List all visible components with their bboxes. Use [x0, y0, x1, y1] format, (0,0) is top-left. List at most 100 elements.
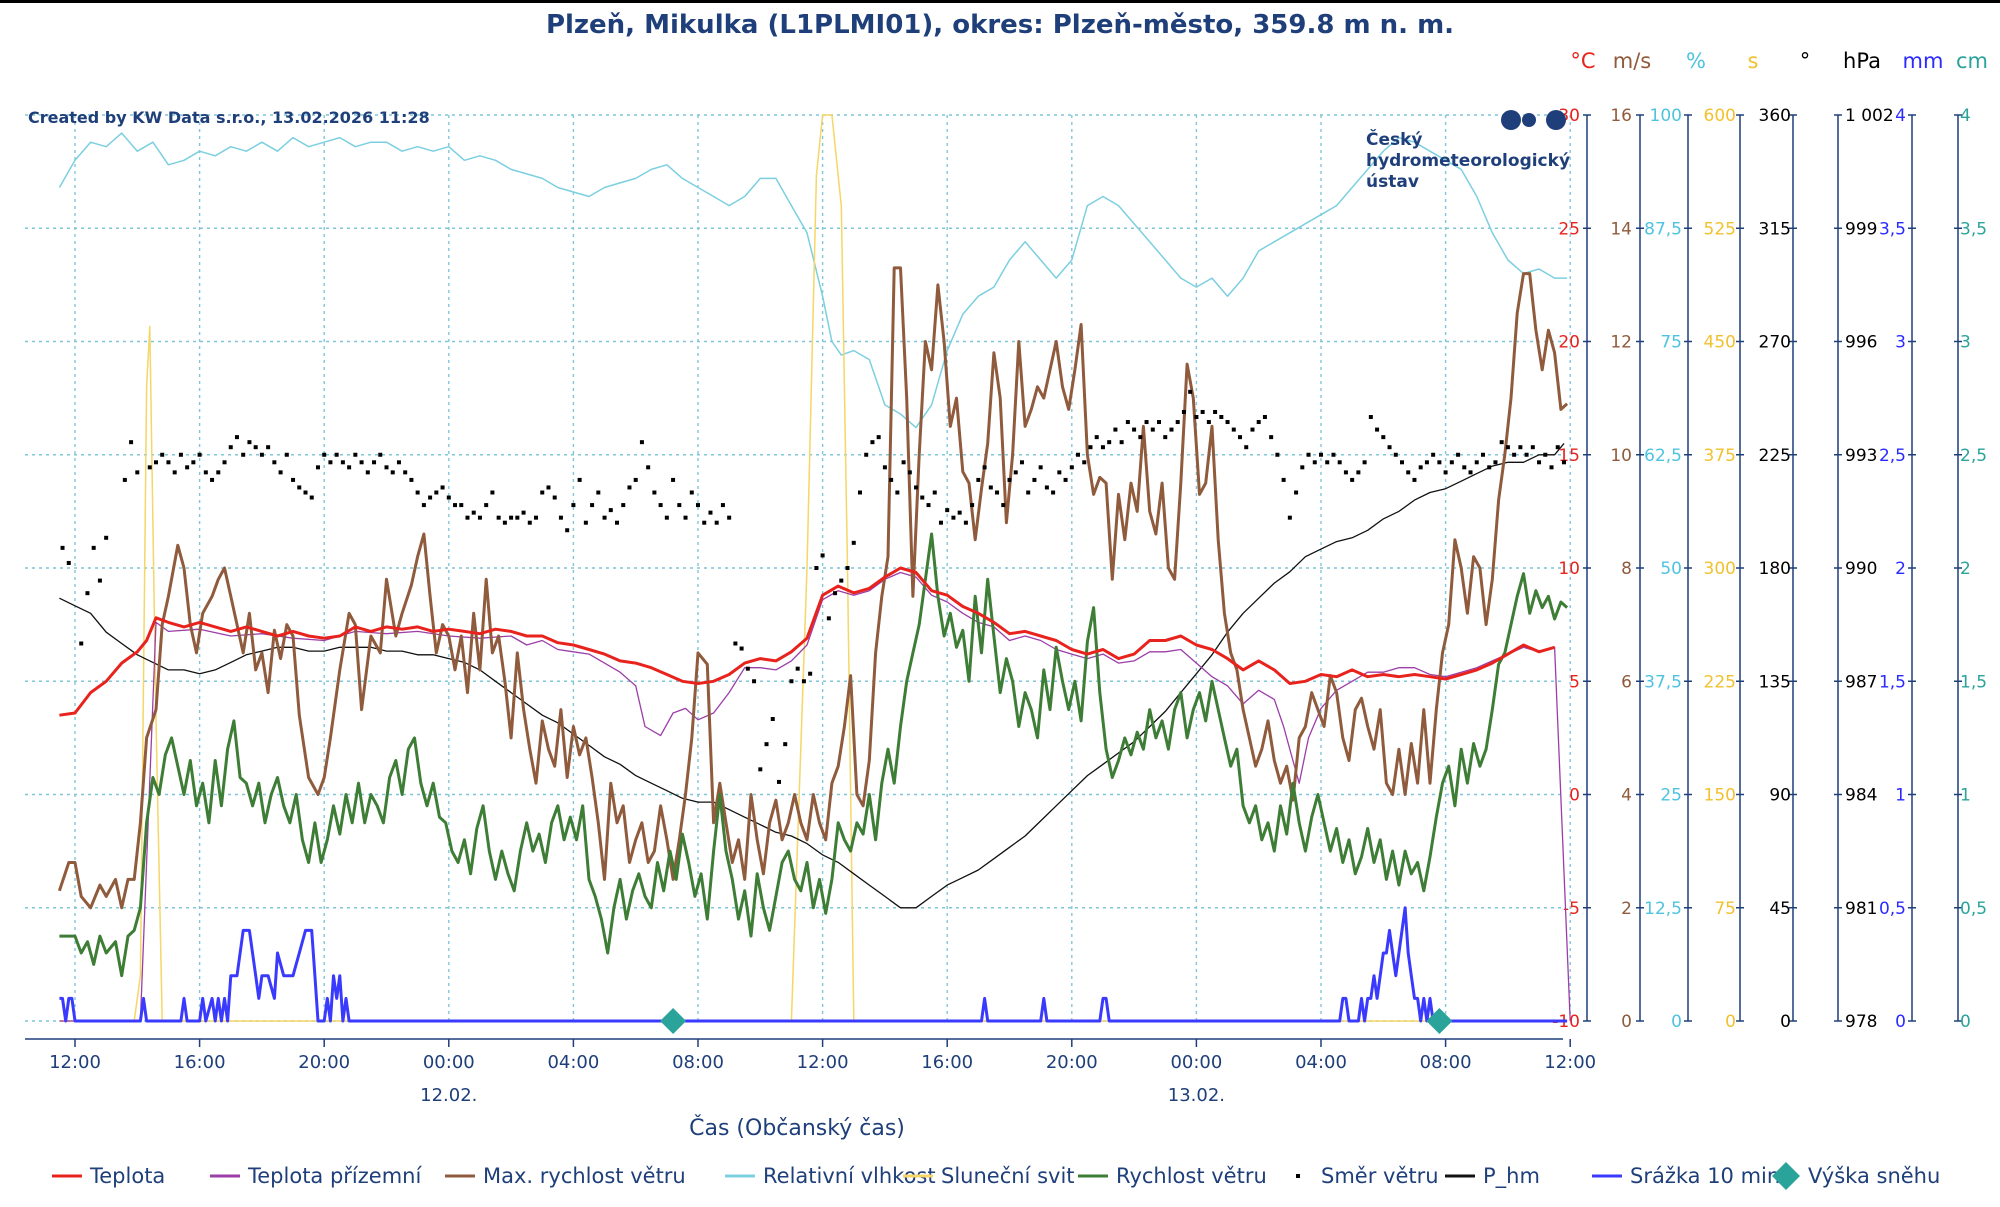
y-tick-label-prec: 1: [1895, 786, 1906, 806]
wind-direction-point: [1256, 420, 1261, 425]
y-tick-label-temp: 0: [1569, 786, 1580, 806]
wind-direction-point: [720, 503, 725, 508]
wind-direction-point: [403, 470, 408, 475]
wind-direction-point: [907, 470, 912, 475]
wind-direction-point: [172, 470, 177, 475]
unit-label-sun: s: [1748, 49, 1759, 73]
y-tick-label-temp: 25: [1558, 219, 1580, 239]
wind-direction-point: [1518, 445, 1523, 450]
wind-direction-point: [1443, 470, 1448, 475]
wind-direction-point: [266, 445, 271, 450]
wind-direction-point: [421, 503, 426, 508]
wind-direction-point: [1113, 427, 1118, 432]
wind-direction-point: [396, 460, 401, 465]
wind-direction-point: [197, 452, 202, 457]
y-tick-label-hum: 25: [1660, 786, 1682, 806]
wind-direction-point: [502, 520, 507, 525]
wind-direction-point: [1530, 445, 1535, 450]
wind-direction-point: [1057, 470, 1062, 475]
y-tick-label-dir: 360: [1759, 106, 1791, 126]
wind-direction-point: [621, 503, 626, 508]
legend-label: Max. rychlost větru: [483, 1164, 686, 1188]
wind-direction-point: [1462, 465, 1467, 470]
legend-swatch: [1296, 1174, 1300, 1178]
wind-direction-point: [1424, 460, 1429, 465]
wind-direction-point: [284, 452, 289, 457]
wind-direction-point: [1169, 427, 1174, 432]
wind-direction-point: [1157, 420, 1162, 425]
wind-direction-point: [708, 510, 713, 515]
wind-direction-point: [153, 460, 158, 465]
wind-direction-point: [920, 495, 925, 500]
wind-direction-point: [870, 440, 875, 445]
wind-direction-point: [839, 578, 844, 583]
wind-direction-point: [1281, 477, 1286, 482]
wind-direction-point: [1244, 445, 1249, 450]
y-tick-label-sun: 150: [1704, 786, 1736, 806]
wind-direction-point: [1543, 452, 1548, 457]
y-tick-label-pres: 1 002: [1845, 106, 1894, 126]
wind-direction-point: [664, 515, 669, 520]
wind-direction-point: [808, 671, 813, 676]
wind-direction-point: [135, 470, 140, 475]
wind-direction-point: [752, 679, 757, 684]
wind-direction-point: [895, 490, 900, 495]
wind-direction-point: [652, 490, 657, 495]
snow-depth-marker: [660, 1008, 687, 1034]
y-tick-label-snow: 1: [1960, 786, 1971, 806]
wind-direction-point: [795, 666, 800, 671]
wind-direction-point: [739, 646, 744, 651]
wind-direction-point: [1487, 465, 1492, 470]
wind-direction-point: [1013, 470, 1018, 475]
legend: Teplota Teplota přízemní Max. rychlost vět…: [52, 1162, 1940, 1190]
x-tick-label: 16:00: [921, 1052, 973, 1073]
x-date-label: 13.02.: [1168, 1085, 1225, 1106]
wind-direction-point: [565, 528, 570, 533]
wind-direction-point: [1512, 452, 1517, 457]
wind-direction-point: [210, 477, 215, 482]
y-tick-label-wind: 10: [1610, 446, 1632, 466]
wind-direction-point: [178, 452, 183, 457]
wind-direction-point: [228, 445, 233, 450]
wind-direction-point: [471, 510, 476, 515]
axis-unit-labels: °C m/s% s ° hPa mm cm: [1570, 49, 1988, 73]
legend-item: Teplota přízemní: [210, 1164, 422, 1188]
legend-label: Srážka 10 min.: [1630, 1164, 1787, 1188]
logo-dot-3: [1546, 110, 1566, 130]
wind-direction-point: [328, 460, 333, 465]
wind-direction-point: [297, 485, 302, 490]
unit-label-pres: hPa: [1843, 49, 1881, 73]
y-tick-label-dir: 315: [1759, 219, 1791, 239]
y-tick-label-pres: 999: [1845, 219, 1877, 239]
wind-direction-point: [970, 503, 975, 508]
y-tick-label-dir: 90: [1769, 786, 1791, 806]
wind-direction-point: [1219, 415, 1224, 419]
wind-direction-point: [1138, 435, 1143, 440]
wind-direction-point: [1387, 445, 1392, 450]
wind-direction-point: [1238, 435, 1243, 440]
legend-item: Srážka 10 min.: [1592, 1164, 1787, 1188]
wind-direction-point: [901, 460, 906, 465]
wind-direction-point: [1275, 452, 1280, 457]
wind-direction-point: [764, 742, 769, 747]
wind-direction-point: [1319, 452, 1323, 457]
wind-direction-point: [776, 779, 781, 784]
y-tick-label-wind: 4: [1621, 786, 1632, 806]
unit-label-temp: °C: [1570, 49, 1595, 73]
wind-direction-point: [185, 465, 190, 470]
legend-item: Rychlost větru: [1078, 1164, 1267, 1188]
y-tick-label-prec: 0: [1895, 1012, 1906, 1032]
y-tick-label-prec: 3,5: [1879, 219, 1906, 239]
wind-direction-point: [608, 508, 613, 513]
y-tick-label-prec: 2: [1895, 559, 1906, 579]
wind-direction-point: [79, 641, 84, 646]
y-tick-label-prec: 1,5: [1879, 672, 1906, 692]
wind-direction-point: [1163, 435, 1168, 440]
wind-direction-point: [583, 520, 588, 525]
wind-direction-point: [1069, 465, 1074, 470]
y-tick-label-wind: 0: [1621, 1012, 1632, 1032]
wind-direction-point: [789, 679, 794, 684]
wind-direction-point: [1144, 420, 1149, 425]
y-tick-label-prec: 4: [1895, 106, 1906, 126]
